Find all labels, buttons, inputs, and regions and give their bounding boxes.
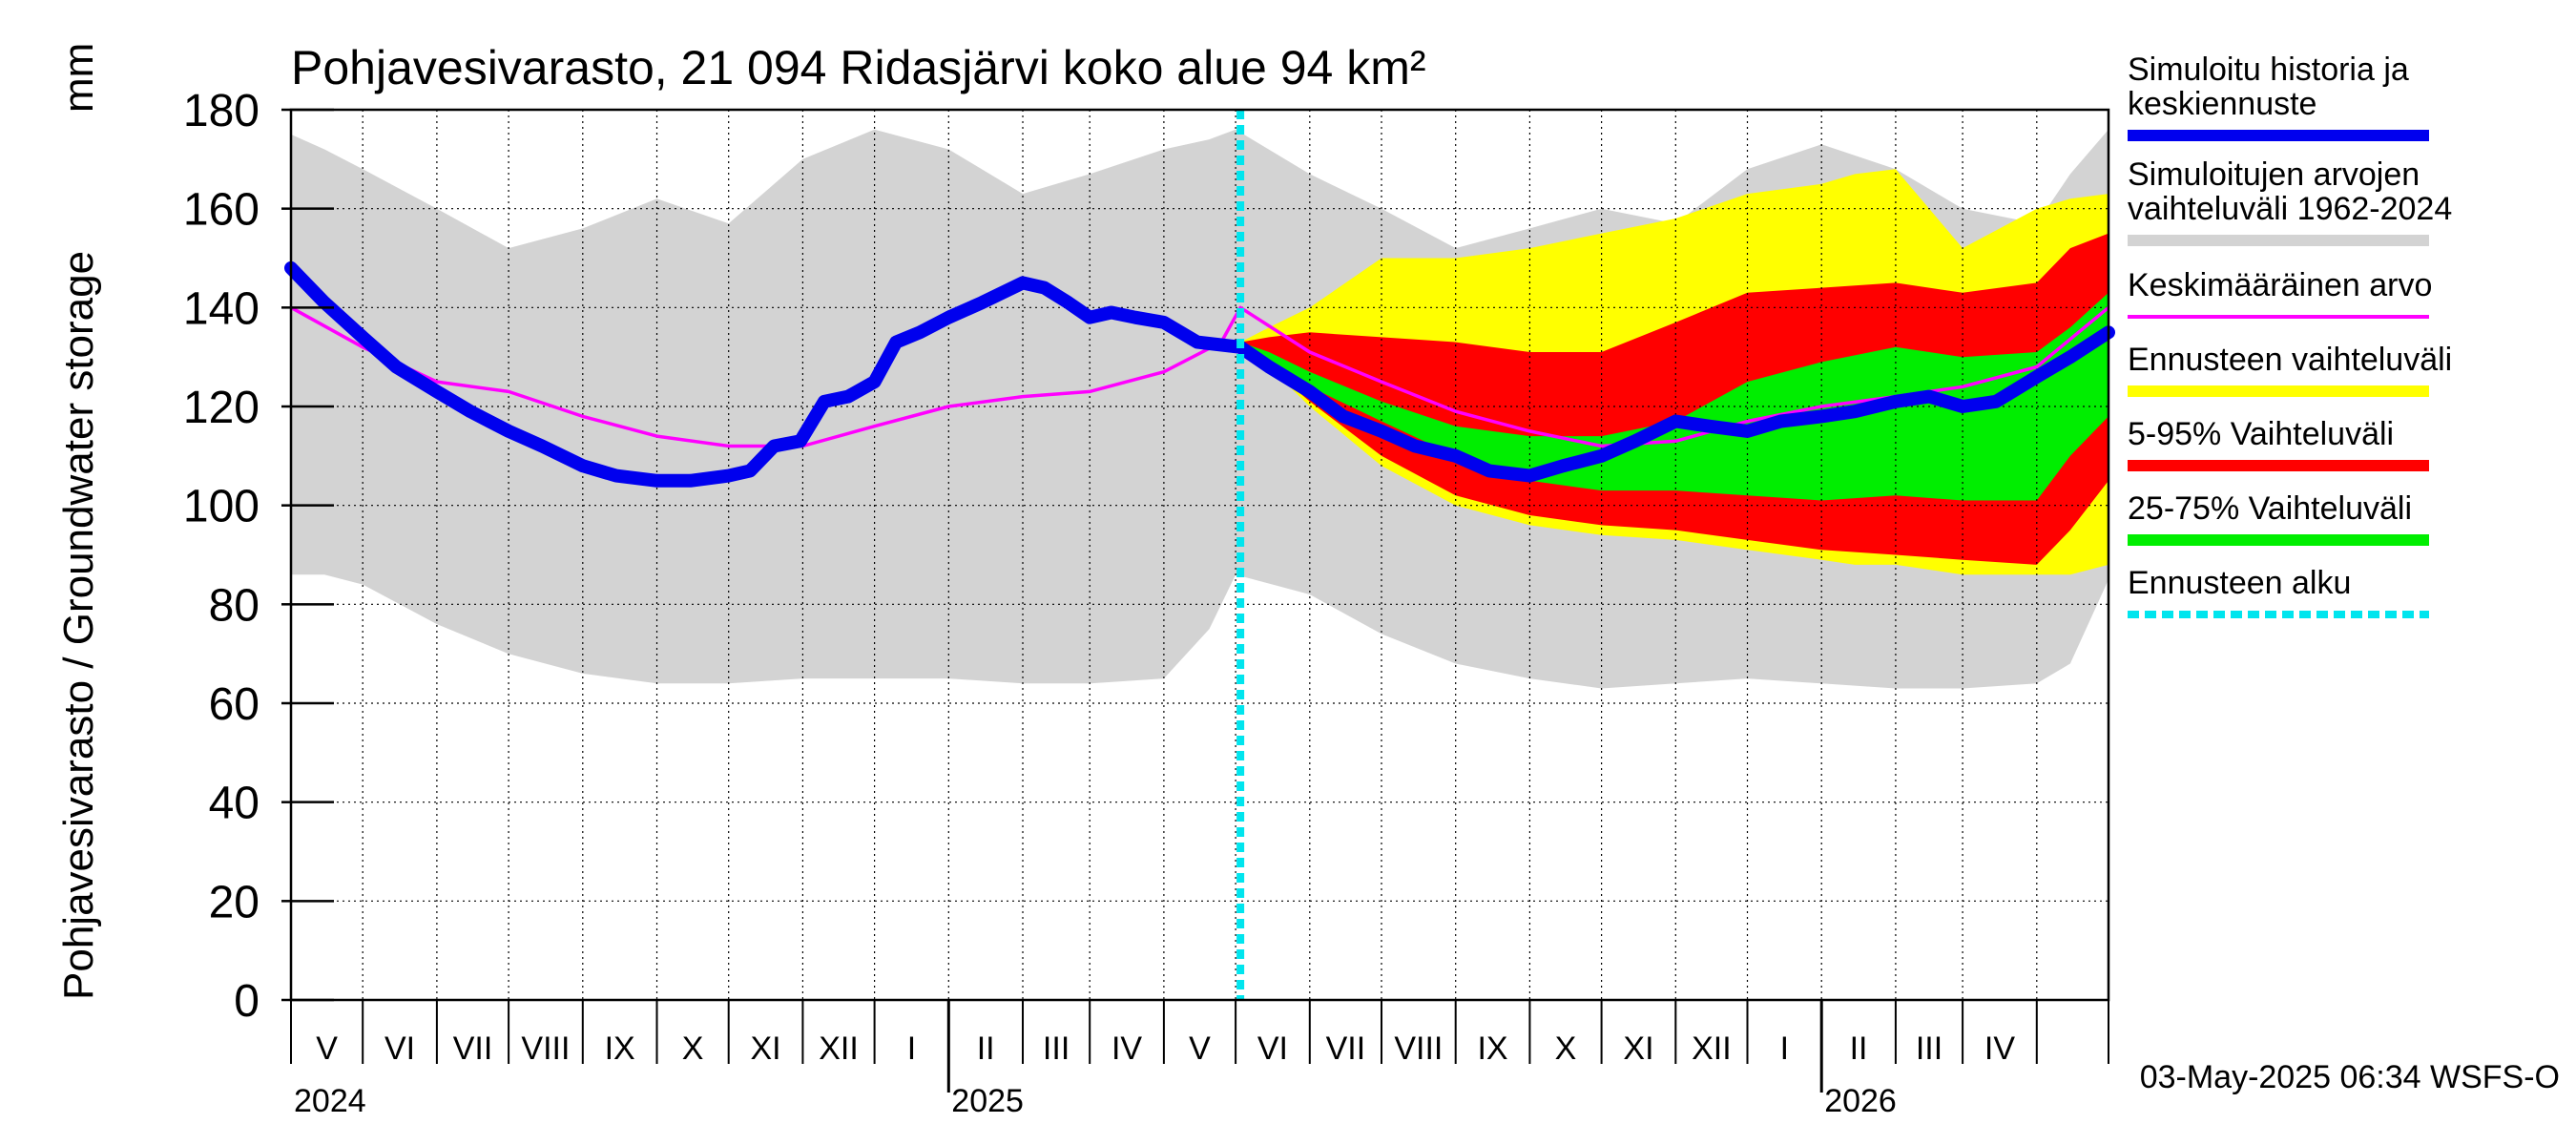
x-month-label: XI (750, 1030, 780, 1067)
series-history-forecast-line (284, 260, 2115, 488)
y-tick-label: 120 (183, 383, 260, 433)
y-tick-label: 100 (183, 482, 260, 532)
x-month-label: VI (384, 1030, 415, 1067)
x-month-label: III (1916, 1030, 1942, 1067)
x-month-label: XII (1692, 1030, 1732, 1067)
y-tick-label: 60 (209, 679, 260, 730)
x-month-label: X (682, 1030, 704, 1067)
y-axis-unit: mm (55, 43, 102, 113)
legend-label-simuloitu-historia-ja-keskiennuste: Simuloitu historia ja keskiennuste (2128, 52, 2409, 122)
x-month-label: IV (1984, 1030, 2015, 1067)
y-tick-label: 0 (234, 976, 260, 1027)
x-year-label: 2024 (294, 1083, 366, 1119)
series-layer (284, 110, 2115, 1000)
x-month-label: VI (1257, 1030, 1288, 1067)
y-tick-label: 140 (183, 283, 260, 334)
chart-title: Pohjavesivarasto, 21 094 Ridasjärvi koko… (291, 41, 1426, 94)
legend-label-ennusteen-alku: Ennusteen alku (2128, 565, 2351, 601)
x-year-label: 2026 (1824, 1083, 1897, 1119)
legend-label-ennusteen-vaihteluv-li: Ennusteen vaihteluväli (2128, 342, 2452, 378)
legend-label-simuloitujen-arvojen-vaihteluv-li-1962-2024: Simuloitujen arvojen vaihteluväli 1962-20… (2128, 156, 2452, 227)
x-month-label: VIII (1394, 1030, 1443, 1067)
y-axis-label: Pohjavesivarasto / Groundwater storage (55, 251, 102, 1000)
x-month-label: VII (453, 1030, 493, 1067)
x-month-label: V (1189, 1030, 1211, 1067)
x-month-label: II (977, 1030, 995, 1067)
band-25-75-vaihteluv-li (1240, 292, 2109, 501)
legend-label-keskim-r-inen-arvo: Keskimääräinen arvo (2128, 267, 2432, 303)
y-tick-label: 80 (209, 580, 260, 631)
x-month-label: VIII (521, 1030, 570, 1067)
legend-label-5-95-vaihteluv-li: 5-95% Vaihteluväli (2128, 416, 2394, 452)
x-month-label: XII (819, 1030, 859, 1067)
legend: Simuloitu historia ja keskiennuste Simuloi… (2128, 52, 2452, 618)
x-month-label: II (1850, 1030, 1868, 1067)
x-month-label: I (1780, 1030, 1789, 1067)
y-tick-label: 160 (183, 185, 260, 236)
band-layer (291, 129, 2109, 689)
x-month-label: V (316, 1030, 338, 1067)
plot-frame (289, 108, 2110, 1002)
x-month-label: IX (1477, 1030, 1507, 1067)
x-month-label: X (1555, 1030, 1577, 1067)
x-month-label: IV (1111, 1030, 1142, 1067)
x-month-label: I (907, 1030, 916, 1067)
x-year-label: 2025 (951, 1083, 1024, 1119)
legend-label-25-75-vaihteluv-li: 25-75% Vaihteluväli (2128, 490, 2412, 527)
y-tick-label: 180 (183, 86, 260, 136)
x-month-label: XI (1623, 1030, 1653, 1067)
x-month-label: III (1043, 1030, 1070, 1067)
timestamp-label: 03-May-2025 06:34 WSFS-O (2140, 1059, 2560, 1095)
x-month-label: VII (1326, 1030, 1366, 1067)
y-tick-label: 20 (209, 877, 260, 927)
x-month-label: IX (605, 1030, 635, 1067)
y-tick-label: 40 (209, 779, 260, 829)
